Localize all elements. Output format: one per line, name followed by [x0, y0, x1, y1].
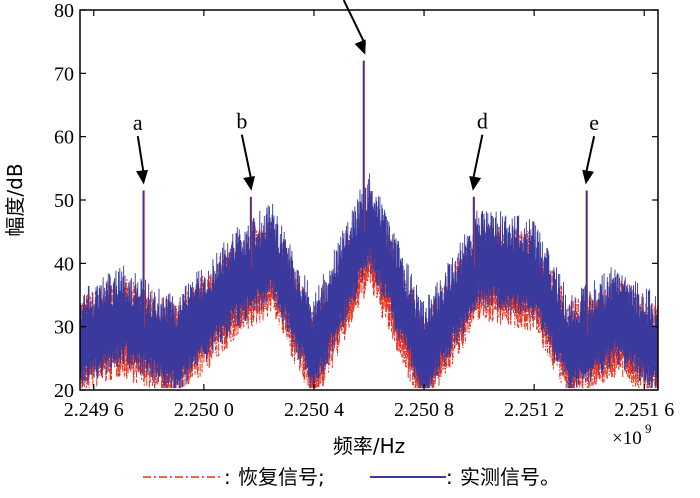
peak-label-b: b	[236, 109, 247, 134]
x-tick-label: 2.250 8	[394, 399, 454, 421]
annotation-arrow-head	[354, 39, 366, 55]
x-tick-label: 2.251 2	[504, 399, 564, 421]
legend-colon-1: :	[224, 465, 231, 489]
annotation-arrow-head	[469, 176, 482, 191]
x-tick-label: 2.250 0	[174, 399, 234, 421]
y-axis-title: 幅度/dB	[3, 163, 27, 236]
annotation-arrow-shaft	[471, 134, 484, 182]
y-tick-label: 60	[54, 127, 74, 149]
annotation-arrow-head	[243, 176, 255, 191]
x-multiplier-exponent: 9	[645, 421, 652, 436]
legend-colon-2: :	[446, 465, 453, 489]
peak-label-d: d	[477, 109, 488, 134]
peak-label-a: a	[133, 110, 143, 135]
peak-label-e: e	[589, 110, 599, 135]
x-tick-label: 2.249 6	[64, 399, 124, 421]
x-tick-label: 2.250 4	[284, 399, 344, 421]
y-tick-label: 20	[54, 380, 74, 402]
x-tick-label: 2.251 6	[614, 399, 674, 421]
peaks-layer: abcde	[133, 0, 599, 335]
x-multiplier: ×10	[612, 428, 642, 449]
legend-recovered-label: 恢复信号;	[238, 465, 325, 489]
legend: : 恢复信号; : 实测信号。	[143, 465, 560, 489]
annotation-arrow-shaft	[240, 134, 253, 182]
legend-measured-label: 实测信号。	[460, 465, 560, 489]
y-tick-label: 30	[54, 317, 74, 339]
y-tick-label: 50	[54, 190, 74, 212]
annotation-arrow-head	[582, 169, 594, 185]
y-tick-label: 70	[54, 63, 74, 85]
annotation-arrow-shaft	[342, 0, 367, 46]
annotation-arrow-head	[136, 169, 148, 185]
axes-layer: 2.249 6 2.250 0 2.250 4 2.250 8 2.251 2 2.251…	[54, 0, 674, 421]
y-tick-label: 80	[54, 0, 74, 22]
x-axis-title: 频率/Hz	[333, 434, 405, 458]
annotation-arrow-shaft	[584, 135, 596, 175]
series-layer	[79, 173, 659, 389]
series-line-measured	[79, 173, 659, 389]
y-tick-label: 40	[54, 253, 74, 275]
annotation-arrow-shaft	[136, 135, 145, 175]
